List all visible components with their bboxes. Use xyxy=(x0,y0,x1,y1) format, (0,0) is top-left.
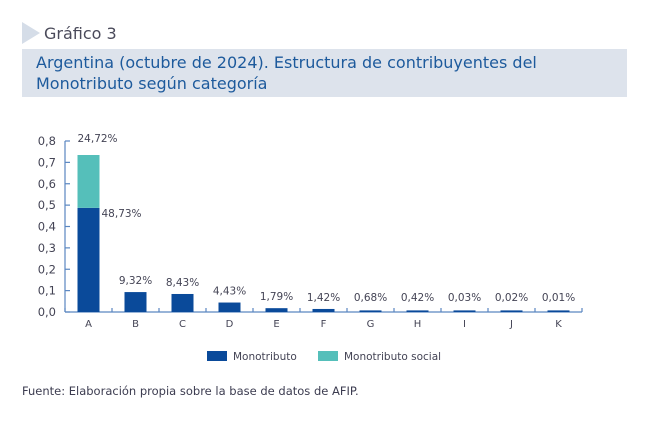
x-tick-label: H xyxy=(414,319,422,330)
data-label-social-A: 24,72% xyxy=(78,133,118,145)
y-tick-label: 0,4 xyxy=(38,220,56,234)
bar-C-monotributo xyxy=(171,293,194,312)
bar-chart: 0,0 0,1 0,2 0,3 0,4 0,5 0,6 0,7 0,8 A 24,72% 48,73%… xyxy=(38,133,583,363)
triangle-icon xyxy=(22,22,40,44)
x-tick-label: K xyxy=(555,319,562,330)
y-tick-label: 0,3 xyxy=(38,241,56,255)
x-tick-label: J xyxy=(509,319,513,330)
data-label-C: 8,43% xyxy=(166,277,199,289)
x-tick-label: G xyxy=(367,319,375,330)
x-tick-label: A xyxy=(85,319,92,330)
data-label-G: 0,68% xyxy=(354,292,387,304)
data-label-I: 0,03% xyxy=(448,292,481,304)
data-label-A: 48,73% xyxy=(102,208,142,220)
x-tick-label: I xyxy=(463,319,466,330)
bar-I-monotributo xyxy=(453,310,476,312)
legend-swatch-social xyxy=(318,351,338,361)
bar-K-monotributo xyxy=(547,310,570,312)
y-tick-label: 0,0 xyxy=(38,305,56,319)
bar-H-monotributo xyxy=(406,310,429,312)
data-label-J: 0,02% xyxy=(495,292,528,304)
legend-swatch-monotributo xyxy=(207,351,227,361)
y-tick-label: 0,7 xyxy=(38,155,56,169)
bar-F-monotributo xyxy=(312,308,335,312)
x-tick-label: C xyxy=(179,319,186,330)
data-label-H: 0,42% xyxy=(401,292,434,304)
chart-title: Argentina (octubre de 2024). Estructura … xyxy=(36,53,537,93)
bar-E-monotributo xyxy=(265,308,288,312)
legend-label-monotributo: Monotributo xyxy=(233,351,297,363)
figure-label-row: Gráfico 3 xyxy=(22,20,117,46)
bar-D-monotributo xyxy=(218,302,241,312)
y-tick-label: 0,5 xyxy=(38,198,56,212)
y-tick-label: 0,8 xyxy=(38,134,56,148)
x-tick-label: E xyxy=(273,319,279,330)
source-note: Fuente: Elaboración propia sobre la base… xyxy=(22,384,359,398)
bar-J-monotributo xyxy=(500,310,523,312)
bar-A-social xyxy=(77,155,100,208)
x-tick-label: F xyxy=(321,319,327,330)
data-label-K: 0,01% xyxy=(542,292,575,304)
legend-label-social: Monotributo social xyxy=(344,351,441,363)
data-label-D: 4,43% xyxy=(213,286,246,298)
data-label-F: 1,42% xyxy=(307,292,340,304)
x-tick-label: D xyxy=(226,319,234,330)
figure-label: Gráfico 3 xyxy=(44,23,117,43)
title-box: Argentina (octubre de 2024). Estructura … xyxy=(22,49,627,97)
bar-G-monotributo xyxy=(359,310,382,312)
bar-A-monotributo xyxy=(77,207,100,312)
x-tick-label: B xyxy=(132,319,139,330)
y-tick-label: 0,1 xyxy=(38,284,56,298)
data-label-B: 9,32% xyxy=(119,275,152,287)
bar-B-monotributo xyxy=(124,292,147,312)
y-tick-label: 0,2 xyxy=(38,262,56,276)
data-label-E: 1,79% xyxy=(260,291,293,303)
y-tick-label: 0,6 xyxy=(38,177,56,191)
